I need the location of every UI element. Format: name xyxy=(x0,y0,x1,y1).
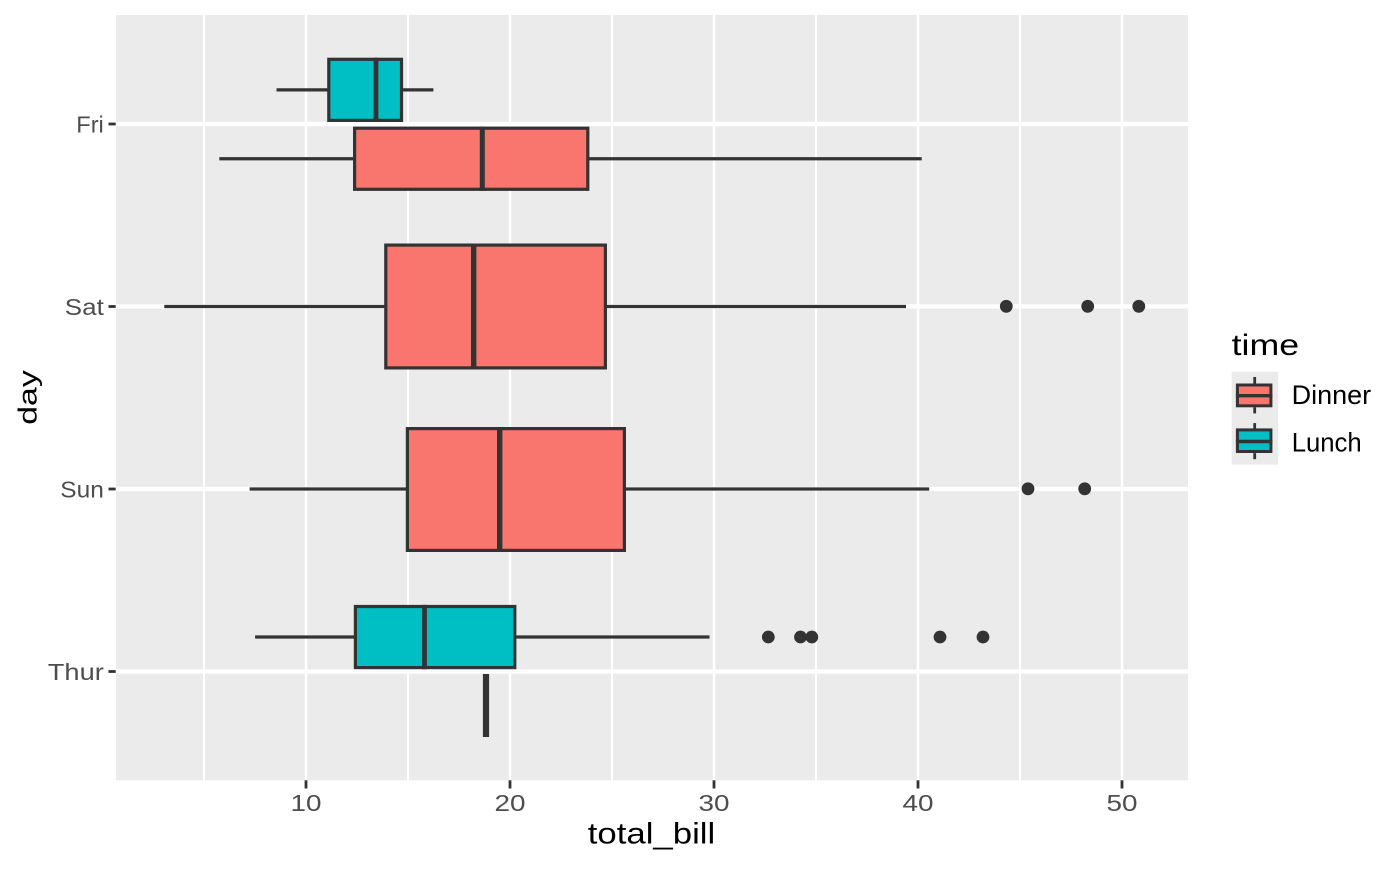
svg-text:time: time xyxy=(1232,329,1300,362)
svg-text:Sun: Sun xyxy=(60,476,104,502)
svg-text:40: 40 xyxy=(903,790,934,816)
svg-text:Sat: Sat xyxy=(65,294,105,320)
svg-text:day: day xyxy=(13,370,43,425)
svg-text:Thur: Thur xyxy=(48,659,104,685)
svg-text:20: 20 xyxy=(495,790,526,816)
svg-text:30: 30 xyxy=(699,790,730,816)
svg-text:10: 10 xyxy=(291,790,322,816)
svg-text:total_bill: total_bill xyxy=(588,818,716,851)
svg-text:Lunch: Lunch xyxy=(1292,428,1362,458)
svg-text:Dinner: Dinner xyxy=(1292,380,1372,410)
svg-text:50: 50 xyxy=(1107,790,1138,816)
svg-text:Fri: Fri xyxy=(76,112,104,138)
